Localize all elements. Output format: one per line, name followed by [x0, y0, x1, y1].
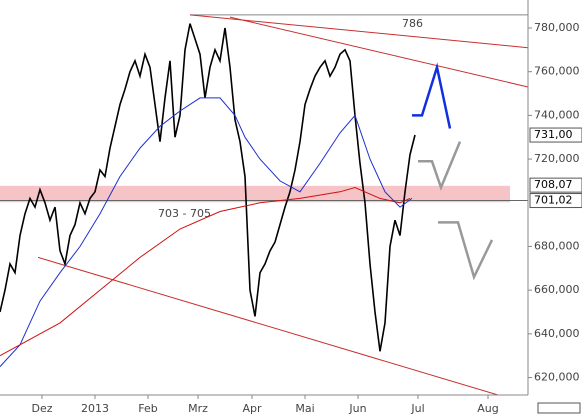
x-tick-label: 2013 [81, 402, 109, 415]
price-line [0, 97, 413, 367]
level-label: 786 [402, 17, 423, 30]
x-tick-label: Aug [477, 402, 498, 415]
trend-line [438, 221, 494, 281]
y-tick-label: 640,000 [534, 327, 580, 340]
trend-line [37, 256, 499, 395]
price-line [0, 186, 411, 357]
x-tick-label: Dez [31, 402, 52, 415]
y-tick-label: 620,000 [534, 371, 580, 384]
y-tick-label: 720,000 [534, 152, 580, 165]
band-label: 703 - 705 [158, 207, 211, 220]
price-tag: 708,07 [534, 178, 573, 191]
price-tag-box [529, 193, 582, 209]
trend-line [229, 16, 528, 88]
scroll-buttons[interactable] [537, 402, 581, 414]
x-tick-label: Jul [410, 402, 424, 415]
y-tick-label: 680,000 [534, 239, 580, 252]
x-tick-label: Mai [295, 402, 314, 415]
price-tag: 731,00 [534, 128, 573, 141]
x-tick-label: Jun [348, 402, 366, 415]
y-tick-label: 740,000 [534, 108, 580, 121]
x-tick-label: Feb [138, 402, 157, 415]
y-tick-label: 760,000 [534, 65, 580, 78]
trend-line [189, 14, 528, 49]
price-tag-box [529, 127, 582, 143]
x-tick-label: Apr [242, 402, 262, 415]
price-tag-box [529, 177, 582, 193]
trend-line [412, 62, 452, 129]
y-tick-label: 660,000 [534, 283, 580, 296]
scroll-box[interactable] [537, 402, 581, 414]
price-tag: 701,02 [534, 194, 573, 207]
price-line [0, 23, 416, 352]
trend-line [418, 141, 462, 192]
y-tick-label: 780,000 [534, 21, 580, 34]
band [0, 185, 510, 203]
x-tick-label: Mrz [188, 402, 208, 415]
